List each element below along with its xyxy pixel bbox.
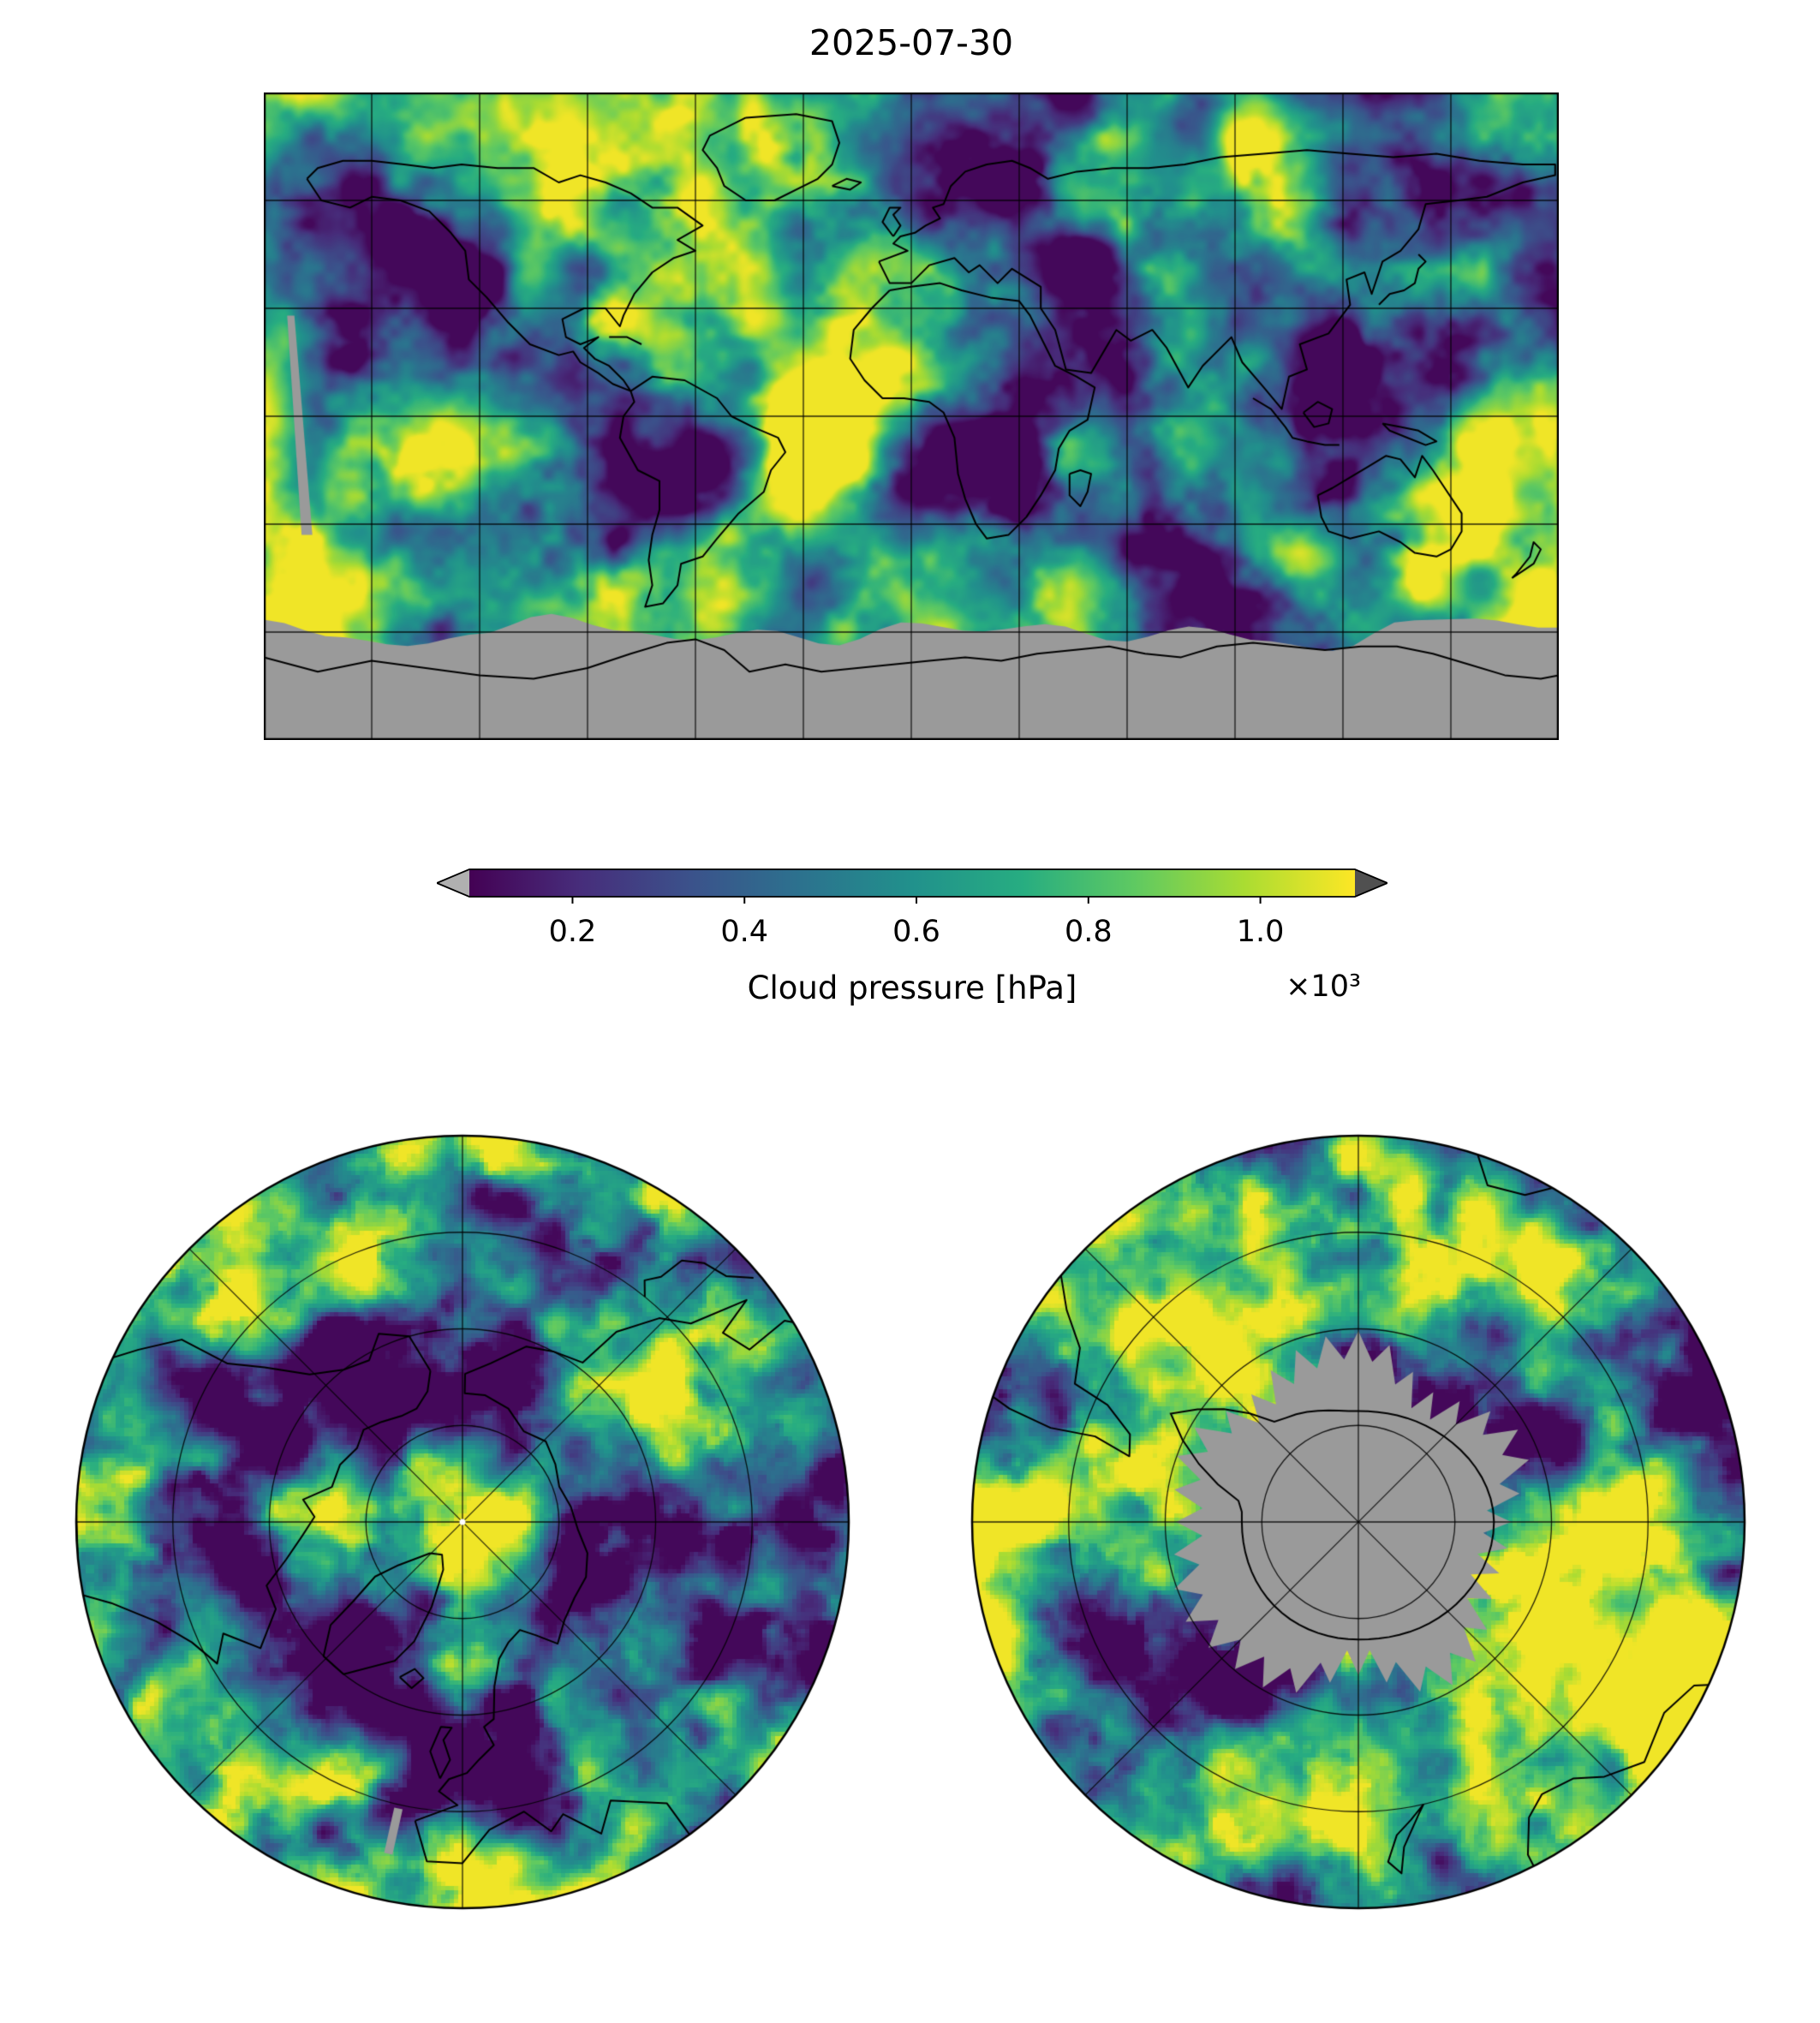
colorbar-gradient	[469, 869, 1355, 897]
south-polar-cloud-pressure-map	[969, 1132, 1748, 1912]
colorbar	[437, 868, 1387, 904]
global-cloud-pressure-map	[264, 92, 1559, 740]
colorbar-tick-labels: 0.2 0.4 0.6 0.8 1.0	[0, 915, 1820, 954]
colorbar-tick-label: 0.8	[1064, 915, 1113, 949]
colorbar-scale-note: ×10³	[1286, 970, 1361, 1004]
colorbar-tick-marks	[571, 897, 1262, 904]
colorbar-tick-label: 0.4	[720, 915, 769, 949]
north-polar-cloud-pressure-map	[73, 1132, 852, 1912]
colorbar-tick-label: 0.6	[892, 915, 940, 949]
colorbar-under-arrow	[437, 869, 469, 897]
figure-title: 2025-07-30	[809, 22, 1014, 63]
colorbar-tick-label: 0.2	[548, 915, 597, 949]
colorbar-over-arrow	[1355, 869, 1387, 897]
colorbar-tick-label: 1.0	[1236, 915, 1285, 949]
colorbar-outline	[437, 868, 1387, 898]
colorbar-label: Cloud pressure [hPa]	[747, 970, 1077, 1006]
